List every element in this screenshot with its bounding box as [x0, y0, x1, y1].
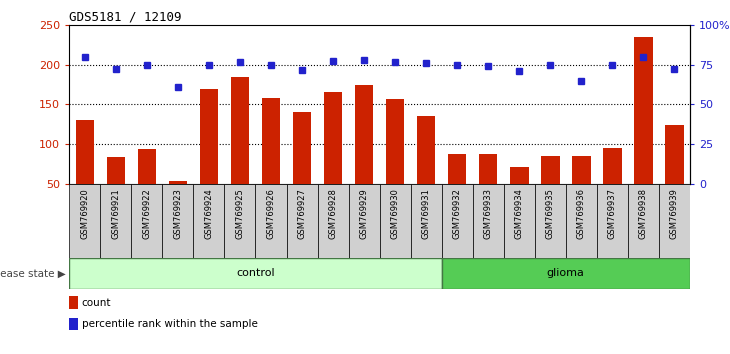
Bar — [634, 37, 653, 224]
Bar — [355, 85, 373, 224]
Bar — [231, 76, 249, 224]
Bar — [137, 149, 156, 224]
Text: control: control — [237, 268, 274, 279]
Bar — [479, 154, 497, 224]
Text: GSM769920: GSM769920 — [80, 188, 89, 239]
Bar — [69, 184, 100, 258]
Bar — [261, 98, 280, 224]
Bar — [504, 184, 534, 258]
Bar — [76, 120, 94, 224]
Text: GSM769936: GSM769936 — [577, 188, 585, 239]
Text: GSM769929: GSM769929 — [360, 188, 369, 239]
Bar — [199, 88, 218, 224]
Text: GSM769934: GSM769934 — [515, 188, 523, 239]
Bar — [541, 156, 559, 224]
Text: GSM769931: GSM769931 — [422, 188, 431, 239]
Text: GSM769924: GSM769924 — [204, 188, 213, 239]
Bar — [572, 156, 591, 224]
Text: GSM769922: GSM769922 — [142, 188, 151, 239]
Bar — [442, 258, 690, 289]
Bar — [665, 125, 683, 224]
Text: glioma: glioma — [547, 268, 585, 279]
Bar — [286, 184, 318, 258]
Text: GSM769932: GSM769932 — [453, 188, 461, 239]
Bar — [224, 184, 255, 258]
Bar — [293, 112, 311, 224]
Bar — [628, 184, 658, 258]
Text: GSM769926: GSM769926 — [266, 188, 275, 239]
Text: GSM769937: GSM769937 — [608, 188, 617, 239]
Bar — [255, 184, 286, 258]
Bar — [107, 157, 126, 224]
Bar — [385, 99, 404, 224]
Bar — [473, 184, 504, 258]
Bar — [603, 148, 621, 224]
Text: GSM769938: GSM769938 — [639, 188, 648, 239]
Bar — [410, 184, 442, 258]
Text: GSM769935: GSM769935 — [546, 188, 555, 239]
Text: GDS5181 / 12109: GDS5181 / 12109 — [69, 11, 182, 24]
Bar — [169, 181, 187, 224]
Bar — [69, 258, 442, 289]
Bar — [596, 184, 628, 258]
Text: count: count — [82, 298, 111, 308]
Bar — [69, 296, 78, 309]
Text: GSM769930: GSM769930 — [391, 188, 399, 239]
Bar — [380, 184, 410, 258]
Bar — [318, 184, 348, 258]
Bar — [349, 184, 380, 258]
Text: GSM769939: GSM769939 — [670, 188, 679, 239]
Text: GSM769933: GSM769933 — [484, 188, 493, 239]
Bar — [534, 184, 566, 258]
Text: percentile rank within the sample: percentile rank within the sample — [82, 319, 258, 329]
Bar — [510, 166, 529, 224]
Bar — [447, 154, 466, 224]
Bar — [162, 184, 193, 258]
Text: GSM769925: GSM769925 — [236, 188, 245, 239]
Bar — [323, 92, 342, 224]
Bar — [658, 184, 690, 258]
Bar — [566, 184, 596, 258]
Bar — [131, 184, 162, 258]
Bar — [101, 184, 131, 258]
Bar — [442, 184, 473, 258]
Bar — [69, 318, 78, 330]
Text: GSM769928: GSM769928 — [328, 188, 337, 239]
Text: GSM769921: GSM769921 — [112, 188, 120, 239]
Text: disease state ▶: disease state ▶ — [0, 268, 66, 279]
Bar — [193, 184, 225, 258]
Text: GSM769923: GSM769923 — [174, 188, 182, 239]
Text: GSM769927: GSM769927 — [298, 188, 307, 239]
Bar — [417, 116, 435, 224]
